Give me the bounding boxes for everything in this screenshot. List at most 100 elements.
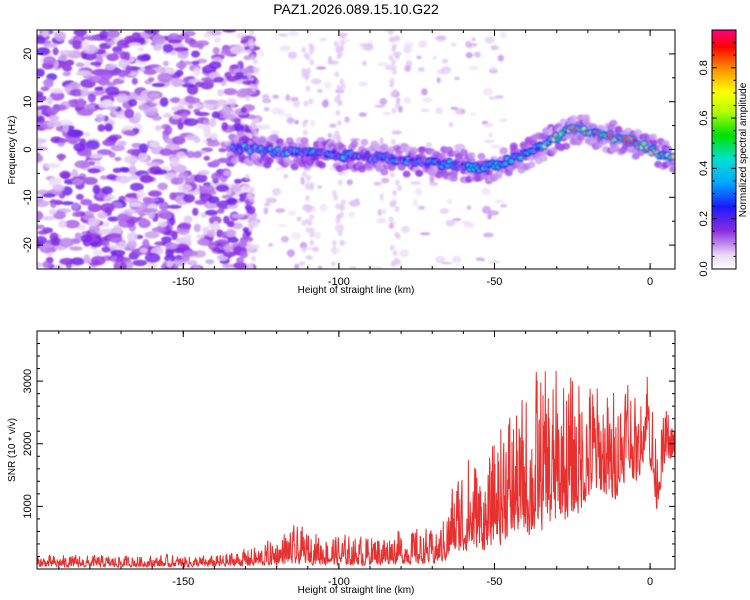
heatmap-cell xyxy=(461,109,466,114)
heatmap-cell xyxy=(393,35,399,42)
heatmap-cell xyxy=(66,129,83,138)
heatmap-cell xyxy=(218,147,227,153)
heatmap-cell xyxy=(97,124,106,132)
heatmap-cell xyxy=(442,58,449,64)
heatmap-cell xyxy=(76,109,93,116)
heatmap-cell xyxy=(417,146,426,154)
heatmap-cell xyxy=(300,176,305,185)
heatmap-cell xyxy=(389,171,395,178)
heatmap-cell xyxy=(392,88,398,95)
heatmap-cell xyxy=(250,255,256,262)
heatmap-cell xyxy=(105,64,116,71)
heatmap-cell xyxy=(139,174,154,184)
heatmap-cell xyxy=(217,89,225,97)
heatmap-cell xyxy=(48,177,62,187)
heatmap-cell xyxy=(450,42,457,47)
heatmap-cell xyxy=(334,71,340,78)
heatmap-cell xyxy=(340,199,346,206)
heatmap-cell xyxy=(87,93,96,103)
heatmap-cell xyxy=(86,103,95,110)
heatmap-cell xyxy=(258,124,271,130)
heatmap-cell xyxy=(112,46,123,53)
heatmap-cell xyxy=(183,118,199,127)
heatmap-cell xyxy=(106,30,120,39)
heatmap-cell xyxy=(490,144,502,149)
heatmap-cell xyxy=(42,193,56,198)
heatmap-cell xyxy=(287,31,300,37)
heatmap-cell xyxy=(339,78,345,85)
heatmap-cell xyxy=(143,68,158,75)
heatmap-cell xyxy=(235,71,244,78)
heatmap-cell xyxy=(62,71,71,77)
heatmap-cell xyxy=(335,218,341,225)
heatmap-cell xyxy=(196,234,205,239)
heatmap-cell xyxy=(103,37,112,42)
colorbar-gradient xyxy=(711,29,737,270)
heatmap-cell xyxy=(194,111,210,117)
heatmap-cell xyxy=(59,257,75,266)
heatmap-cell xyxy=(132,259,148,267)
heatmap-cell xyxy=(329,123,337,128)
heatmap-cell xyxy=(403,45,412,54)
heatmap-cell xyxy=(82,176,98,185)
heatmap-cell xyxy=(264,202,271,207)
heatmap-cell xyxy=(224,244,232,253)
heatmap-cell xyxy=(136,54,150,62)
heatmap-cell xyxy=(339,40,345,47)
heatmap-cell xyxy=(437,153,446,161)
heatmap-cell xyxy=(344,116,350,123)
heatmap-cell xyxy=(414,188,423,196)
heatmap-cell xyxy=(172,114,181,120)
heatmap-cell xyxy=(270,130,280,135)
heatmap-cell xyxy=(226,220,235,228)
heatmap-cell xyxy=(183,250,198,257)
heatmap-cell xyxy=(333,194,339,201)
heatmap-cell xyxy=(265,157,274,164)
heatmap-cell xyxy=(230,157,239,165)
heatmap-cell xyxy=(85,140,100,150)
heatmap-cell xyxy=(116,175,131,184)
heatmap-cell xyxy=(138,152,148,162)
heatmap-cell xyxy=(394,179,400,186)
heatmap-cell xyxy=(294,119,299,125)
heatmap-cell xyxy=(388,216,394,223)
heatmap-cell xyxy=(309,59,315,66)
heatmap-cell xyxy=(72,178,83,186)
heatmap-cell xyxy=(334,130,340,137)
heatmap-cell xyxy=(83,147,92,158)
heatmap-cell xyxy=(402,170,411,178)
x-tick-label: 0 xyxy=(647,276,653,288)
heatmap-cell xyxy=(193,67,201,76)
heatmap-cell xyxy=(215,184,230,192)
heatmap-cell xyxy=(134,36,145,43)
heatmap-cell xyxy=(339,205,345,212)
heatmap-cell xyxy=(46,107,59,116)
heatmap-cell xyxy=(240,106,247,114)
heatmap-cell xyxy=(465,40,472,48)
heatmap-cell xyxy=(123,129,136,136)
heatmap-cell xyxy=(671,154,675,159)
heatmap-cell xyxy=(286,117,295,124)
heatmap-cell xyxy=(152,34,166,45)
heatmap-cell xyxy=(392,43,397,50)
heatmap-cell xyxy=(379,137,384,145)
heatmap-cell xyxy=(80,198,93,206)
heatmap-cell xyxy=(399,249,410,258)
heatmap-cell xyxy=(197,170,210,176)
heatmap-cell xyxy=(227,197,238,206)
heatmap-cell xyxy=(454,143,466,151)
spectrogram-heatmap xyxy=(37,30,675,269)
heatmap-cell xyxy=(101,186,113,195)
heatmap-cell xyxy=(129,175,140,180)
heatmap-cell xyxy=(223,170,231,177)
heatmap-cell xyxy=(339,239,346,246)
heatmap-cell xyxy=(465,52,473,59)
heatmap-cell xyxy=(223,88,238,96)
heatmap-cell xyxy=(151,227,166,233)
heatmap-cell xyxy=(397,185,402,192)
heatmap-cell xyxy=(234,178,242,184)
heatmap-cell xyxy=(74,160,91,169)
heatmap-cell xyxy=(43,43,58,48)
heatmap-cell xyxy=(161,236,172,243)
